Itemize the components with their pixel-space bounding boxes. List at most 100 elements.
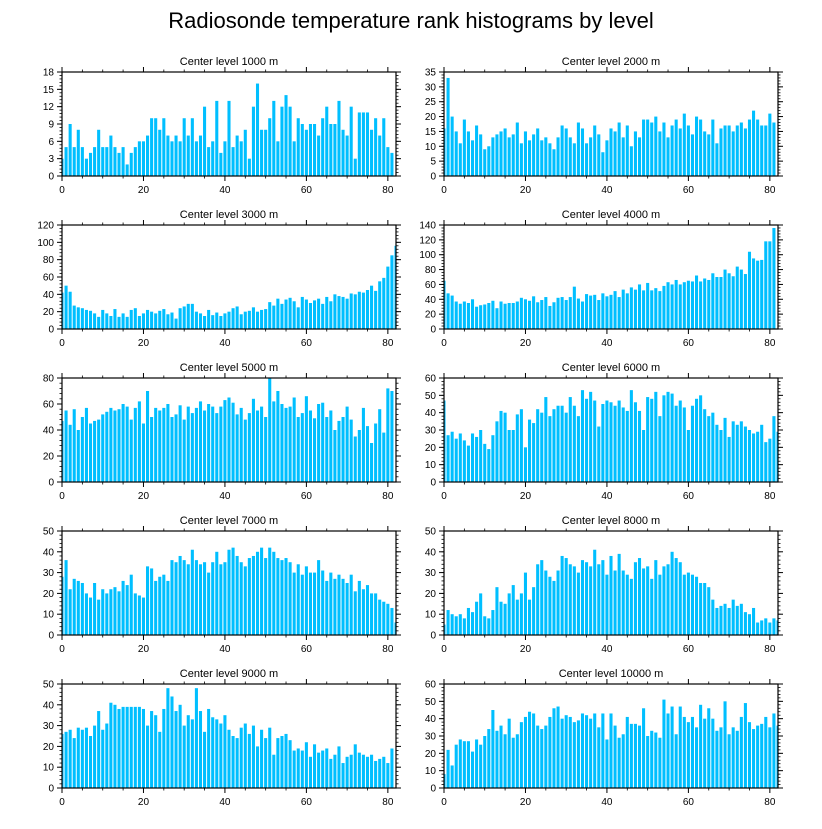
bar bbox=[560, 405, 564, 482]
bar bbox=[666, 713, 670, 788]
bar bbox=[239, 407, 243, 482]
bar bbox=[495, 587, 499, 635]
bar bbox=[597, 426, 601, 482]
bar bbox=[227, 549, 231, 635]
bar bbox=[255, 746, 260, 788]
bar bbox=[605, 296, 609, 329]
bar bbox=[317, 404, 321, 482]
bar bbox=[170, 141, 174, 176]
bar bbox=[121, 404, 125, 482]
bar bbox=[491, 300, 495, 329]
bar bbox=[499, 601, 503, 635]
x-tick-label: 40 bbox=[219, 491, 231, 502]
bar bbox=[589, 566, 593, 635]
bar bbox=[158, 129, 162, 176]
bar bbox=[215, 551, 219, 635]
bar bbox=[390, 152, 394, 176]
bar bbox=[654, 732, 658, 788]
bar bbox=[764, 125, 768, 176]
bar bbox=[268, 378, 272, 482]
bar bbox=[654, 116, 658, 176]
bar bbox=[390, 748, 394, 788]
bar bbox=[532, 713, 536, 788]
bar bbox=[150, 417, 154, 482]
bar bbox=[601, 293, 605, 329]
bar bbox=[723, 125, 727, 176]
bar bbox=[207, 309, 211, 329]
bar bbox=[756, 431, 760, 482]
bar bbox=[178, 405, 182, 482]
bar bbox=[572, 286, 576, 329]
bar bbox=[105, 411, 109, 482]
bar bbox=[361, 589, 365, 635]
plot-frame bbox=[443, 224, 779, 330]
bar bbox=[483, 616, 487, 635]
bar bbox=[678, 562, 682, 635]
bar bbox=[264, 558, 268, 635]
bar bbox=[174, 414, 178, 482]
panel-title: Center level 10000 m bbox=[559, 668, 664, 680]
y-tick-label: 140 bbox=[419, 221, 436, 232]
bar bbox=[170, 312, 174, 329]
bar bbox=[353, 591, 357, 635]
bar bbox=[760, 125, 764, 176]
bar bbox=[658, 416, 662, 482]
bar bbox=[613, 405, 617, 482]
bar bbox=[723, 269, 727, 329]
bar bbox=[723, 701, 727, 788]
bar bbox=[625, 125, 629, 176]
bar bbox=[444, 280, 446, 329]
bar bbox=[764, 716, 768, 788]
bar bbox=[329, 301, 333, 329]
bar bbox=[80, 147, 84, 176]
y-tick-label: 120 bbox=[419, 235, 436, 246]
bar bbox=[137, 316, 141, 329]
bar bbox=[386, 763, 390, 788]
bar bbox=[137, 706, 141, 788]
y-tick-label: 40 bbox=[43, 290, 55, 301]
bar bbox=[735, 605, 739, 635]
bar bbox=[386, 266, 390, 329]
bar bbox=[113, 309, 117, 329]
bar bbox=[454, 301, 458, 329]
bar bbox=[272, 551, 276, 635]
bar bbox=[129, 419, 133, 482]
bar bbox=[255, 311, 260, 329]
bar bbox=[462, 301, 466, 329]
chart-panel-7: Center level 7000 m 0 10 20 30 40 50 0 20 40 60 80 bbox=[43, 515, 401, 655]
bar bbox=[268, 727, 272, 788]
bar bbox=[72, 578, 76, 635]
bar bbox=[272, 401, 276, 482]
bar bbox=[235, 555, 239, 635]
bar bbox=[654, 288, 658, 329]
bar bbox=[593, 125, 597, 176]
bar bbox=[605, 739, 609, 788]
bar bbox=[365, 112, 370, 176]
bar bbox=[613, 131, 617, 176]
y-tick-label: 80 bbox=[43, 255, 55, 266]
bar bbox=[333, 578, 337, 635]
bar bbox=[68, 729, 72, 788]
bar bbox=[601, 152, 605, 176]
bar bbox=[154, 580, 158, 635]
bar bbox=[576, 720, 580, 788]
bar bbox=[593, 713, 597, 788]
bar bbox=[454, 438, 458, 482]
bar bbox=[80, 583, 84, 635]
bar bbox=[483, 443, 487, 482]
bar bbox=[166, 580, 170, 635]
bar bbox=[308, 572, 312, 635]
bar bbox=[194, 407, 198, 482]
bar bbox=[544, 570, 548, 635]
bar bbox=[109, 407, 113, 482]
bar bbox=[739, 269, 743, 329]
bar bbox=[707, 708, 711, 788]
bar bbox=[101, 147, 105, 176]
y-tick-label: 30 bbox=[43, 568, 55, 579]
bar bbox=[292, 141, 296, 176]
y-tick-label: 20 bbox=[425, 589, 437, 600]
bar bbox=[194, 141, 198, 176]
bar bbox=[117, 591, 121, 635]
bar bbox=[186, 406, 190, 482]
